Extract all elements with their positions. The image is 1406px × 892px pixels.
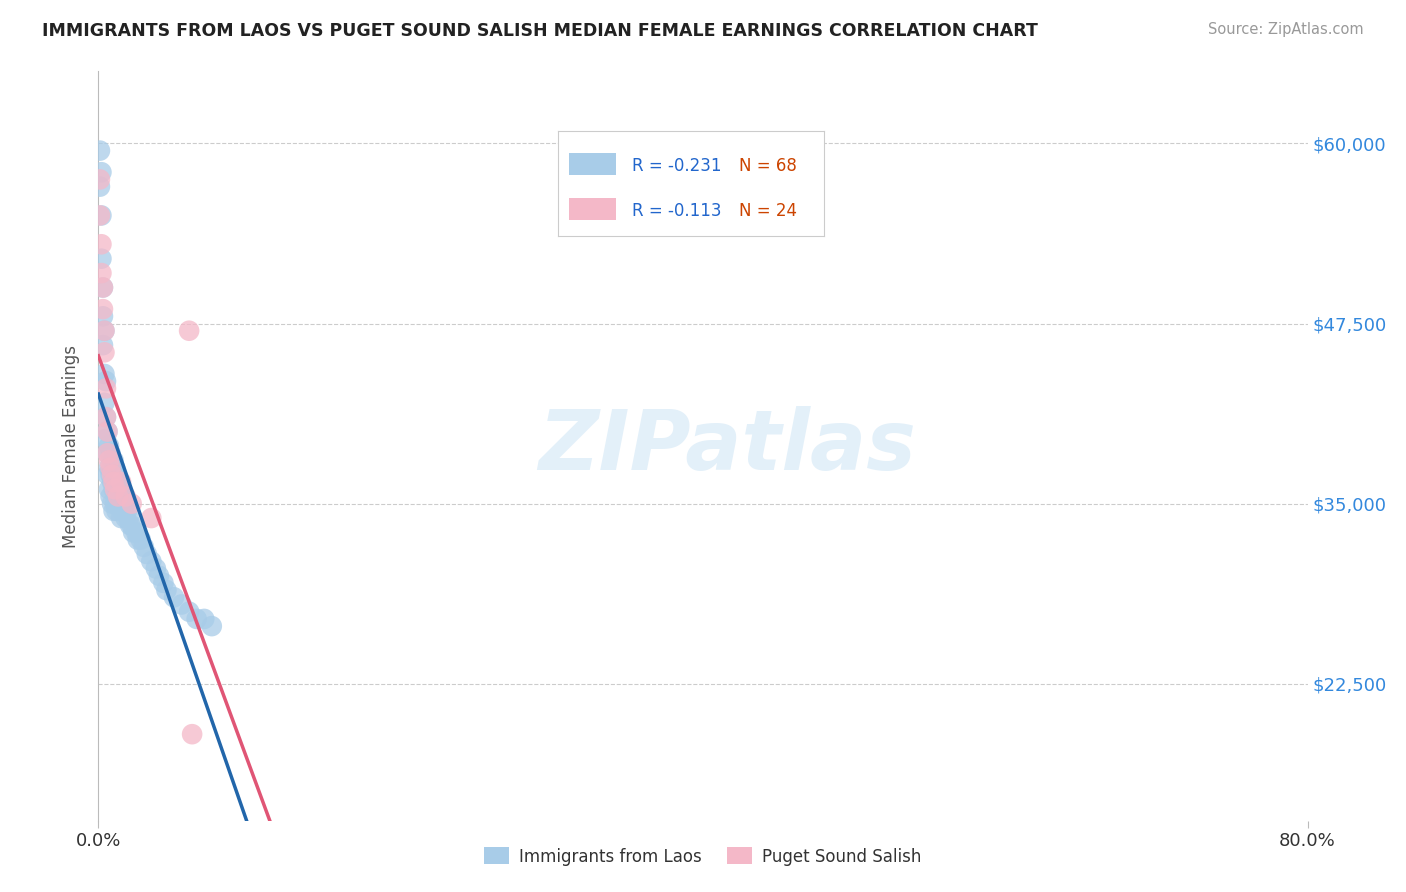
Point bbox=[110, 482, 132, 496]
Point bbox=[91, 302, 114, 317]
Point bbox=[93, 324, 115, 338]
Point bbox=[93, 345, 115, 359]
Point bbox=[90, 252, 112, 266]
Point bbox=[103, 467, 125, 482]
Point bbox=[111, 504, 134, 518]
Text: ZIPatlas: ZIPatlas bbox=[538, 406, 917, 486]
Point bbox=[145, 561, 167, 575]
Point bbox=[104, 475, 127, 489]
Point bbox=[186, 612, 208, 626]
Point bbox=[103, 475, 125, 489]
Point bbox=[98, 453, 121, 467]
Point bbox=[103, 482, 125, 496]
Point bbox=[94, 410, 117, 425]
Point bbox=[89, 172, 111, 186]
Point bbox=[193, 612, 215, 626]
Point bbox=[96, 425, 118, 439]
Point bbox=[152, 575, 174, 590]
Point bbox=[100, 460, 122, 475]
Point bbox=[98, 482, 121, 496]
Point bbox=[89, 209, 111, 223]
Point bbox=[101, 475, 124, 489]
Point bbox=[120, 518, 142, 533]
Point bbox=[108, 497, 131, 511]
Point bbox=[90, 165, 112, 179]
Point bbox=[122, 525, 145, 540]
Point bbox=[94, 374, 117, 388]
Point bbox=[96, 467, 118, 482]
Point bbox=[93, 396, 115, 410]
Legend: Immigrants from Laos, Puget Sound Salish: Immigrants from Laos, Puget Sound Salish bbox=[478, 841, 928, 872]
Point bbox=[91, 280, 114, 294]
Point bbox=[107, 490, 129, 504]
Point bbox=[100, 490, 122, 504]
Point bbox=[91, 280, 114, 294]
Point bbox=[93, 367, 115, 381]
Point bbox=[96, 425, 118, 439]
Point bbox=[110, 511, 132, 525]
Point bbox=[129, 533, 152, 547]
Point bbox=[125, 525, 148, 540]
Point bbox=[89, 179, 111, 194]
Point bbox=[94, 432, 117, 446]
Point bbox=[101, 497, 124, 511]
Point bbox=[104, 482, 127, 496]
Point bbox=[112, 497, 135, 511]
Point bbox=[107, 475, 129, 489]
Point bbox=[105, 504, 128, 518]
Point bbox=[89, 144, 111, 158]
Point bbox=[148, 568, 170, 582]
Point bbox=[114, 511, 136, 525]
Point bbox=[170, 598, 193, 612]
Point bbox=[104, 460, 127, 475]
Point bbox=[135, 547, 157, 561]
Y-axis label: Median Female Earnings: Median Female Earnings bbox=[62, 344, 80, 548]
Point bbox=[94, 410, 117, 425]
Point bbox=[132, 540, 155, 554]
Point bbox=[93, 324, 115, 338]
Text: Source: ZipAtlas.com: Source: ZipAtlas.com bbox=[1208, 22, 1364, 37]
Point bbox=[179, 605, 201, 619]
Point bbox=[98, 460, 121, 475]
Point bbox=[118, 511, 141, 525]
Point bbox=[96, 446, 118, 460]
Point bbox=[114, 497, 136, 511]
Point bbox=[90, 209, 112, 223]
Point bbox=[98, 439, 121, 453]
Point bbox=[114, 490, 136, 504]
Point bbox=[105, 467, 128, 482]
Point bbox=[163, 591, 186, 605]
Point bbox=[141, 511, 163, 525]
Point bbox=[103, 453, 125, 467]
Point bbox=[91, 310, 114, 324]
Point bbox=[115, 504, 138, 518]
Point bbox=[101, 453, 124, 467]
Point bbox=[90, 266, 112, 280]
Point bbox=[94, 381, 117, 395]
Point bbox=[96, 446, 118, 460]
Point bbox=[111, 490, 134, 504]
Point bbox=[127, 533, 149, 547]
Point bbox=[91, 338, 114, 352]
Point bbox=[141, 554, 163, 568]
Point bbox=[110, 475, 132, 489]
Point bbox=[179, 324, 201, 338]
Point bbox=[105, 482, 128, 496]
Point bbox=[155, 583, 177, 598]
Point bbox=[121, 518, 143, 533]
Point bbox=[121, 497, 143, 511]
Point bbox=[103, 504, 125, 518]
Point bbox=[100, 467, 122, 482]
Point bbox=[181, 727, 204, 741]
Point bbox=[90, 237, 112, 252]
Point bbox=[101, 467, 124, 482]
Point bbox=[201, 619, 224, 633]
Point bbox=[107, 490, 129, 504]
Point bbox=[100, 446, 122, 460]
Text: IMMIGRANTS FROM LAOS VS PUGET SOUND SALISH MEDIAN FEMALE EARNINGS CORRELATION CH: IMMIGRANTS FROM LAOS VS PUGET SOUND SALI… bbox=[42, 22, 1038, 40]
Point bbox=[104, 497, 127, 511]
Point bbox=[108, 482, 131, 496]
